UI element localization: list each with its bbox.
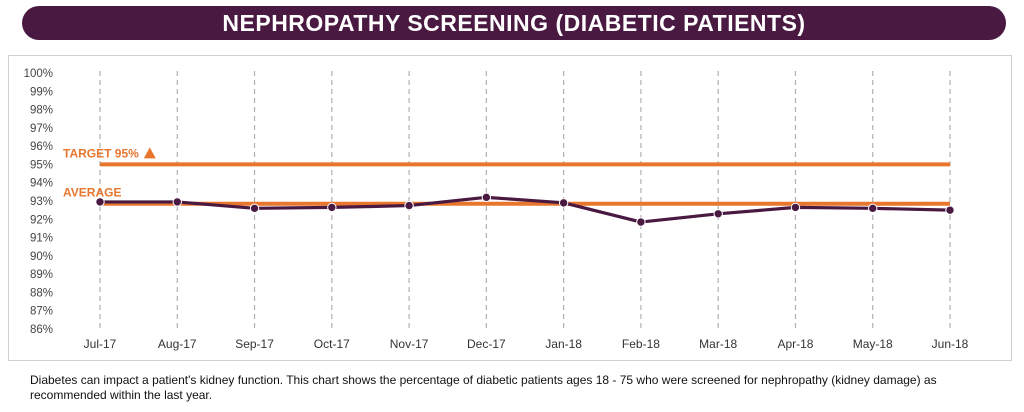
triangle-up-icon [143, 147, 156, 159]
x-tick-label: Jul-17 [84, 337, 117, 351]
title-banner: NEPHROPATHY SCREENING (DIABETIC PATIENTS… [22, 6, 1006, 40]
data-point [790, 202, 801, 213]
data-point [481, 192, 492, 203]
y-tick-label: 90% [30, 251, 53, 263]
data-point [558, 198, 569, 208]
y-tick-label: 89% [30, 269, 53, 281]
data-point [636, 217, 646, 227]
chart-title: NEPHROPATHY SCREENING (DIABETIC PATIENTS… [222, 9, 806, 36]
y-tick-label: 99% [30, 86, 53, 98]
y-tick-label: 92% [30, 214, 53, 226]
data-point [404, 200, 414, 211]
x-tick-label: Jan-18 [545, 337, 582, 351]
x-tick-label: Oct-17 [314, 337, 350, 351]
line-chart: 86% 87% 88% 89% 90% 91% 92% 93% 94% 95% 96% 97% 98% 9… [24, 68, 969, 351]
y-tick-label: 95% [30, 159, 53, 171]
y-tick-label: 97% [30, 123, 53, 135]
chart-frame: 86% 87% 88% 89% 90% 91% 92% 93% 94% 95% 96% 97% 98% 9… [8, 55, 1012, 361]
x-tick-label: May-18 [853, 337, 893, 351]
x-tick-label: Aug-17 [158, 337, 197, 351]
x-tick-label: Apr-18 [777, 337, 813, 351]
y-tick-label: 87% [30, 306, 53, 318]
x-tick-label: Feb-18 [622, 337, 660, 351]
data-point [95, 197, 105, 207]
average-label: AVERAGE [63, 186, 121, 200]
series-line [100, 195, 951, 224]
x-tick-label: Sep-17 [235, 337, 274, 351]
y-tick-label: 93% [30, 196, 53, 208]
target-label: TARGET 95% [63, 146, 139, 160]
y-tick-label: 96% [30, 141, 53, 153]
x-tick-label: Mar-18 [699, 337, 737, 351]
data-point [327, 202, 337, 213]
data-point [945, 205, 955, 215]
chart-caption: Diabetes can impact a patient's kidney f… [30, 373, 937, 402]
y-tick-label: 98% [30, 105, 53, 117]
data-point [172, 197, 182, 207]
x-tick-label: Nov-17 [390, 337, 429, 351]
x-tick-label: Dec-17 [467, 337, 506, 351]
data-point [249, 203, 260, 214]
y-tick-label: 100% [24, 68, 53, 80]
y-tick-label: 94% [30, 178, 53, 190]
y-tick-label: 91% [30, 233, 53, 245]
data-point [868, 203, 878, 214]
y-tick-label: 86% [30, 324, 53, 336]
y-tick-label: 88% [30, 287, 53, 299]
x-tick-label: Jun-18 [932, 337, 969, 351]
data-point [713, 209, 723, 219]
